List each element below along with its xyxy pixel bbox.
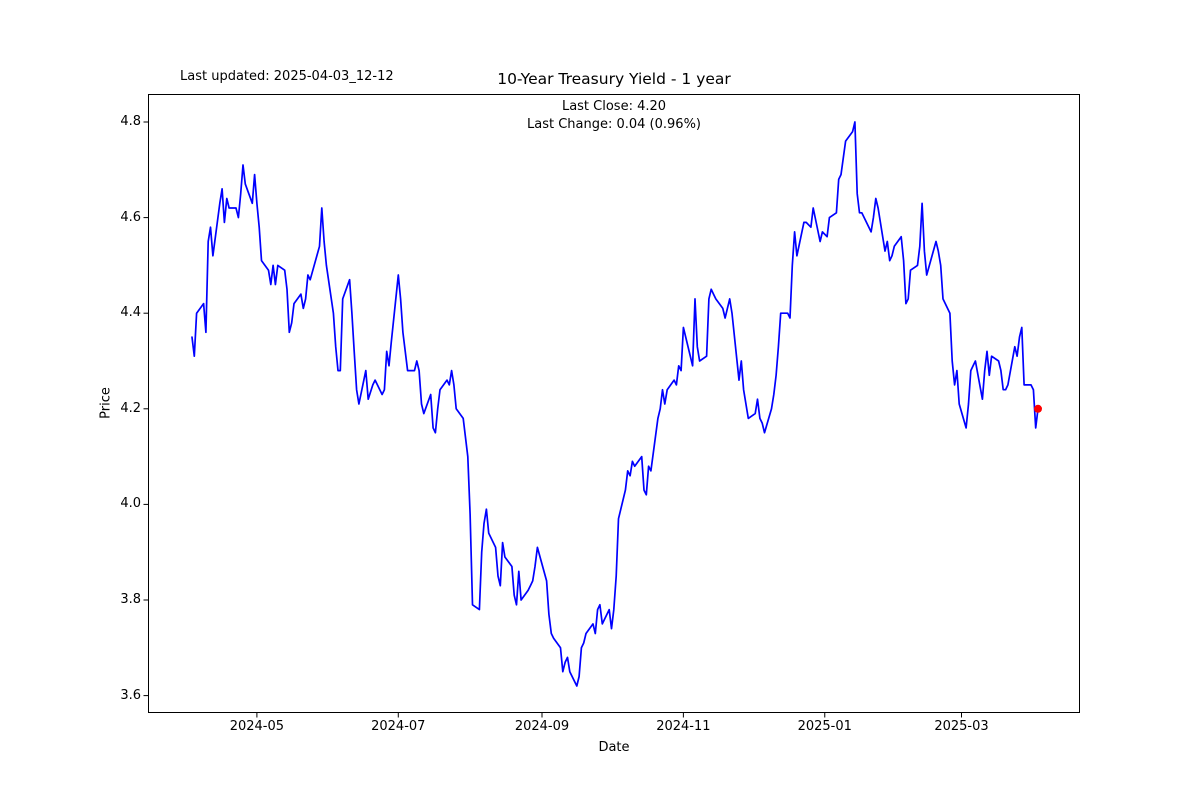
x-tick-label: 2024-07 <box>371 719 426 734</box>
y-tick-label: 4.8 <box>120 114 141 129</box>
x-tick-label: 2024-05 <box>229 719 285 734</box>
y-tick-label: 3.6 <box>120 687 141 703</box>
last-close-text: Last Close: 4.20 <box>561 99 667 114</box>
x-tick-label: 2025-03 <box>934 719 989 734</box>
x-tick-label: 2024-11 <box>656 719 711 734</box>
chart-subtitle: Last Close: 4.20 Last Change: 0.04 (0.96… <box>148 98 1080 133</box>
y-tick-label: 3.8 <box>120 592 141 607</box>
chart-title: 10-Year Treasury Yield - 1 year <box>497 70 731 88</box>
plot-frame <box>148 94 1080 713</box>
last-change-text: Last Change: 0.04 (0.96%) <box>526 116 701 132</box>
x-axis-label: Date <box>598 740 630 755</box>
x-tick-label: 2025-01 <box>797 719 852 734</box>
y-tick-label: 4.2 <box>120 400 141 416</box>
y-tick-label: 4.4 <box>120 305 141 321</box>
y-tick-label: 4.6 <box>120 209 141 225</box>
price-line <box>191 121 1039 687</box>
y-tick-label: 4.0 <box>120 496 141 512</box>
x-tick-label: 2024-09 <box>514 719 570 734</box>
last-updated-text: Last updated: 2025-04-03_12-12 <box>180 69 394 84</box>
last-close-marker <box>1034 404 1042 413</box>
